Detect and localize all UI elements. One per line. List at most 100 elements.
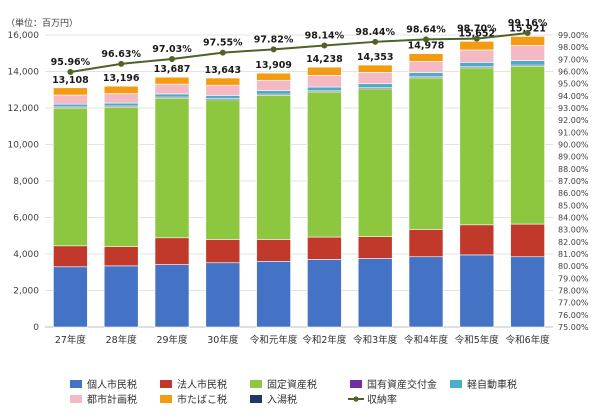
- bar-segment: [103, 246, 139, 267]
- bar-segment: [205, 77, 241, 86]
- bar-segment: [205, 99, 241, 240]
- x-tick-label: 29年度: [156, 334, 188, 346]
- y2-tick-label: 89.00%: [558, 153, 589, 162]
- y-tick-label: 12,000: [8, 104, 40, 114]
- y2-tick-label: 82.00%: [558, 238, 589, 247]
- bar-segment: [256, 79, 291, 91]
- bar-segment: [357, 64, 393, 73]
- y2-tick-label: 81.00%: [558, 250, 589, 259]
- y2-tick-label: 91.00%: [558, 128, 589, 137]
- bar-segment: [205, 95, 241, 99]
- y2-tick-label: 98.00%: [558, 43, 589, 52]
- x-tick-label: 27年度: [55, 334, 87, 346]
- legend-swatch: [70, 380, 82, 388]
- y-tick-label: 14,000: [8, 68, 40, 78]
- y2-tick-label: 90.00%: [558, 141, 589, 150]
- rate-point: [118, 60, 125, 67]
- bar-segment: [256, 94, 291, 240]
- bar-segment: [53, 103, 88, 108]
- legend-swatch: [160, 395, 172, 403]
- total-label: 14,353: [357, 52, 394, 63]
- y2-tick-label: 75.00%: [558, 323, 589, 332]
- x-tick-label: 令和4年度: [404, 334, 449, 346]
- y2-tick-label: 92.00%: [558, 116, 589, 125]
- y2-tick-label: 80.00%: [558, 262, 589, 271]
- bar-segment: [510, 65, 545, 225]
- x-tick-label: 30年度: [207, 334, 239, 346]
- bar-segment: [103, 106, 139, 248]
- y-tick-label: 0: [33, 323, 39, 333]
- legend-label: 軽自動車税: [467, 378, 517, 391]
- bar-segment: [103, 102, 139, 107]
- bar-segment: [53, 107, 88, 247]
- bar-segment: [357, 83, 393, 89]
- total-label: 14,978: [408, 41, 445, 52]
- bar-segment: [307, 75, 342, 88]
- y-tick-label: 2,000: [13, 287, 39, 297]
- legend-label: 国有資産交付金: [367, 378, 437, 391]
- bar-segment: [510, 256, 545, 328]
- y2-tick-label: 85.00%: [558, 201, 589, 210]
- bar-segment: [357, 258, 393, 328]
- x-tick-label: 令和6年度: [506, 334, 551, 346]
- bar-segment: [307, 66, 342, 76]
- y2-tick-label: 95.00%: [558, 80, 589, 89]
- y2-tick-label: 96.00%: [558, 68, 589, 77]
- rate-point: [270, 46, 277, 53]
- bar-segment: [357, 88, 393, 237]
- bar-segment: [459, 224, 495, 256]
- bar-segment: [256, 239, 291, 262]
- y2-tick-label: 77.00%: [558, 299, 589, 308]
- legend-line-marker: [353, 396, 359, 402]
- bar-segment: [510, 223, 545, 258]
- bar-segment: [459, 62, 495, 68]
- bar-segment: [307, 236, 342, 260]
- legend-label: 収納率: [367, 393, 397, 406]
- bar-segment: [53, 245, 88, 268]
- bar-segment: [408, 256, 444, 328]
- total-label: 13,108: [52, 75, 89, 86]
- total-label: 15,921: [509, 23, 546, 34]
- y2-tick-label: 88.00%: [558, 165, 589, 174]
- bar-segment: [103, 85, 139, 94]
- rate-label: 97.55%: [203, 38, 243, 49]
- bar-segment: [103, 265, 139, 328]
- legend-label: 市たばこ税: [177, 393, 227, 406]
- y2-tick-label: 84.00%: [558, 214, 589, 223]
- bar-segment: [154, 237, 190, 265]
- bar-segment: [408, 53, 444, 62]
- bar-segment: [53, 87, 88, 96]
- y-tick-label: 8,000: [13, 177, 39, 187]
- bar-segment: [408, 77, 444, 230]
- y2-tick-label: 97.00%: [558, 55, 589, 64]
- bar-segment: [154, 93, 190, 98]
- bar-segment: [408, 229, 444, 258]
- bar-segment: [459, 67, 495, 226]
- rate-point: [321, 42, 328, 49]
- x-tick-label: 28年度: [106, 334, 138, 346]
- y2-tick-label: 79.00%: [558, 274, 589, 283]
- bar-segment: [205, 239, 241, 264]
- y2-tick-label: 78.00%: [558, 287, 589, 296]
- y-tick-label: 4,000: [13, 250, 39, 260]
- bar-segment: [459, 49, 495, 63]
- legend-swatch: [160, 380, 172, 388]
- rate-label: 98.14%: [305, 30, 345, 41]
- bar-segment: [53, 266, 88, 328]
- bar-segment: [205, 262, 241, 328]
- legend-swatch: [450, 380, 462, 388]
- total-label: 15,652: [458, 28, 495, 39]
- y2-tick-label: 87.00%: [558, 177, 589, 186]
- legend-label: 法人市民税: [177, 378, 227, 391]
- total-label: 13,687: [154, 64, 191, 75]
- bar-segment: [307, 86, 342, 92]
- rate-label: 95.96%: [51, 57, 91, 68]
- rate-point: [67, 68, 74, 75]
- total-label: 13,643: [204, 65, 241, 76]
- legend-label: 固定資産税: [267, 378, 317, 391]
- legend-label: 都市計画税: [87, 393, 137, 406]
- y2-tick-label: 76.00%: [558, 311, 589, 320]
- rate-label: 96.63%: [101, 49, 141, 60]
